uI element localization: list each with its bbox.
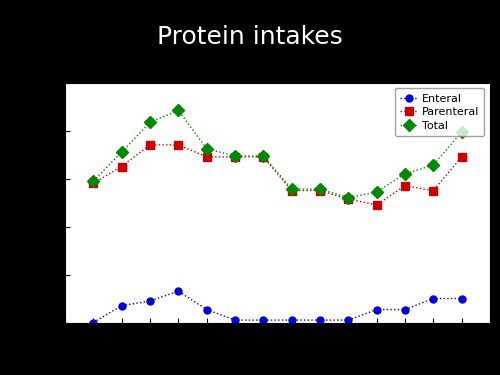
Enteral	[430, 296, 436, 301]
Enteral	[176, 289, 182, 294]
Legend: Enteral, Parenteral, Total: Enteral, Parenteral, Total	[395, 88, 484, 136]
Enteral	[288, 318, 294, 322]
Total	[90, 178, 96, 183]
Line: Parenteral: Parenteral	[89, 141, 466, 209]
Parenteral	[232, 154, 238, 159]
Parenteral	[288, 188, 294, 193]
Total	[288, 187, 294, 191]
Enteral	[204, 307, 210, 312]
Total	[430, 163, 436, 167]
Total	[458, 130, 464, 134]
Total	[232, 154, 238, 158]
Total	[402, 171, 408, 176]
Enteral	[260, 318, 266, 322]
Parenteral	[176, 142, 182, 147]
Line: Enteral: Enteral	[90, 288, 465, 326]
Parenteral	[204, 154, 210, 159]
Enteral	[232, 318, 238, 322]
Total	[346, 195, 352, 200]
X-axis label: Day of life: Day of life	[246, 343, 310, 356]
Parenteral	[260, 154, 266, 159]
Parenteral	[374, 202, 380, 207]
Enteral	[374, 307, 380, 312]
Parenteral	[402, 183, 408, 188]
Total	[204, 147, 210, 151]
Total	[317, 187, 323, 191]
Parenteral	[317, 188, 323, 193]
Enteral	[402, 307, 408, 312]
Enteral	[458, 296, 464, 301]
Total	[118, 150, 124, 154]
Enteral	[317, 318, 323, 322]
Enteral	[90, 320, 96, 325]
Text: Protein intakes: Protein intakes	[157, 26, 343, 50]
Parenteral	[430, 188, 436, 193]
Enteral	[118, 303, 124, 308]
Line: Total: Total	[89, 106, 466, 202]
Parenteral	[346, 197, 352, 201]
Y-axis label: Protein intake (g/kg*d): Protein intake (g/kg*d)	[34, 132, 48, 273]
Parenteral	[118, 164, 124, 169]
Total	[176, 108, 182, 112]
Enteral	[147, 298, 153, 303]
Enteral	[346, 318, 352, 322]
Parenteral	[147, 142, 153, 147]
Total	[260, 154, 266, 158]
Total	[374, 190, 380, 194]
Parenteral	[90, 181, 96, 186]
Total	[147, 120, 153, 124]
Parenteral	[458, 154, 464, 159]
